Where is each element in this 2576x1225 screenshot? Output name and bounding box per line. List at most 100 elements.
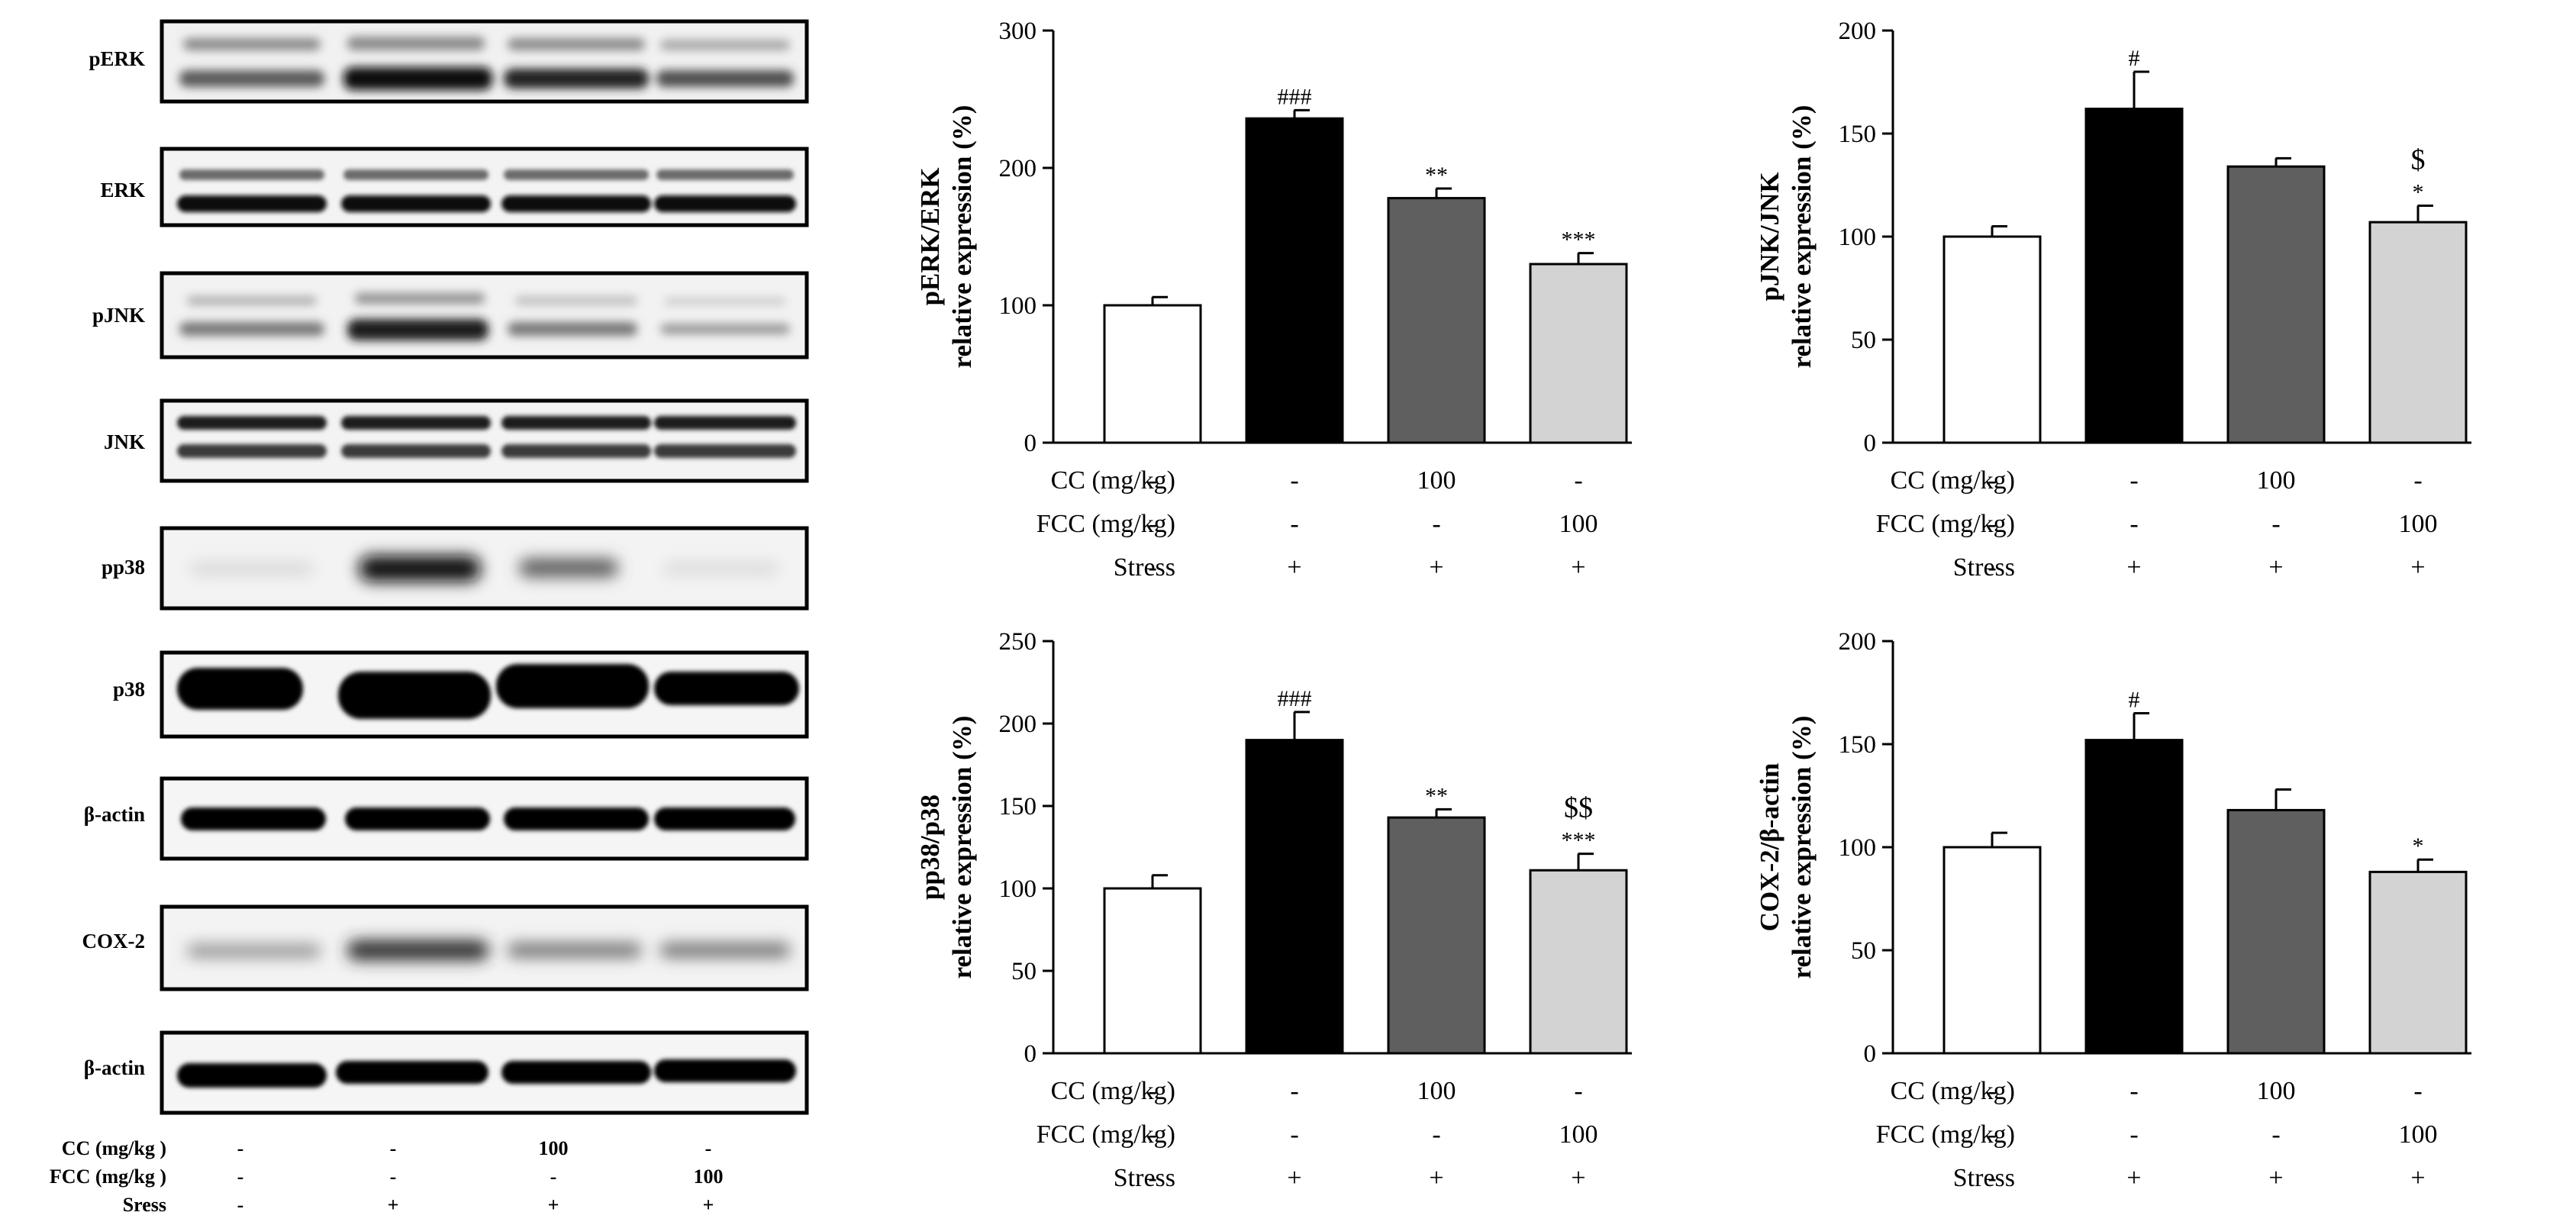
- blot-jnk: [160, 398, 809, 483]
- condition-value: +: [2410, 553, 2425, 582]
- condition-value: -: [2413, 466, 2422, 495]
- condition-value: -: [2271, 1120, 2280, 1149]
- y-tick-label: 200: [999, 155, 1037, 182]
- condition-value: -: [1148, 1120, 1156, 1149]
- significance-mark-cox2-1: #: [2129, 688, 2140, 713]
- y-tick-label: 150: [1839, 121, 1877, 148]
- y-axis-label: pERK/ERKrelative expression (%): [915, 105, 977, 369]
- condition-value: +: [1287, 553, 1301, 582]
- y-tick-label: 150: [999, 793, 1037, 820]
- blot-label-cox2: COX-2: [82, 930, 146, 953]
- blot-beta-actin-2: [160, 1030, 809, 1115]
- condition-value: -: [1432, 510, 1440, 538]
- condition-label-2: Stress: [1114, 1164, 1175, 1192]
- blot-label-erk: ERK: [100, 179, 145, 201]
- blot-cond-value: -: [237, 1137, 244, 1159]
- condition-value: -: [2129, 466, 2138, 495]
- chart-svg: 0 50 100 150 200 pJNK/JNKrelative expression …: [1755, 18, 2471, 582]
- condition-value: -: [1988, 1120, 1996, 1149]
- condition-label-0: CC (mg/kg): [1891, 1077, 2015, 1105]
- y-tick-label: 100: [999, 292, 1037, 320]
- blot-cond-value: -: [550, 1165, 557, 1188]
- condition-value: 100: [2399, 510, 2438, 538]
- condition-value: -: [1988, 553, 1996, 582]
- condition-value: -: [1290, 510, 1298, 538]
- condition-value: -: [1574, 466, 1582, 495]
- condition-value: 100: [2257, 466, 2296, 495]
- condition-value: +: [1571, 553, 1585, 582]
- chart-pp38-p38: 0 50 100 150 200 250 pp38/p38relative expressi…: [824, 611, 1649, 1225]
- condition-value: -: [2413, 1077, 2422, 1105]
- blot-cond-value: +: [703, 1194, 714, 1216]
- condition-value: +: [2268, 1164, 2283, 1192]
- y-tick-label: 0: [1864, 430, 1877, 457]
- condition-value: -: [1290, 1077, 1298, 1105]
- blot-label-jnk: JNK: [104, 430, 145, 453]
- blot-cond-value: 100: [694, 1165, 724, 1188]
- y-axis-label: pJNK/JNKrelative expression (%): [1755, 105, 1817, 369]
- y-tick-label: 100: [1839, 834, 1877, 862]
- y-tick-label: 50: [1851, 327, 1876, 354]
- condition-value: -: [1148, 1164, 1156, 1192]
- blot-pp38: [160, 526, 809, 611]
- bar-pjnk-1: [2084, 108, 2184, 444]
- significance-mark-pp38-1: ###: [1278, 686, 1312, 711]
- bar-perk-1: [1245, 117, 1344, 444]
- bar-pjnk-3: [2368, 221, 2468, 444]
- y-tick-label: 100: [1839, 224, 1877, 251]
- condition-label-1: FCC (mg/kg): [1876, 510, 2015, 538]
- y-tick-label: 50: [1851, 937, 1876, 965]
- y-tick-label: 100: [999, 875, 1037, 903]
- bar-pp38-0: [1103, 887, 1202, 1055]
- condition-value: 100: [2257, 1077, 2296, 1105]
- condition-value: -: [1432, 1120, 1440, 1149]
- blot-cond-value: +: [388, 1194, 399, 1216]
- significance-mark-secondary-pp38-3: $$: [1564, 792, 1593, 824]
- y-tick-label: 250: [999, 628, 1037, 656]
- significance-mark-perk-1: ###: [1278, 84, 1312, 109]
- blot-label-perk: pERK: [89, 47, 145, 70]
- blot-cond-value: -: [237, 1165, 244, 1188]
- bar-pjnk-0: [1942, 235, 2042, 444]
- bar-cox2-0: [1942, 846, 2042, 1055]
- condition-value: -: [1988, 466, 1996, 495]
- blot-p38: [160, 650, 809, 739]
- bar-cox2-2: [2226, 808, 2326, 1055]
- condition-value: -: [1290, 1120, 1298, 1149]
- chart-svg: 0 100 200 300 pERK/ERKrelative expression (%…: [915, 18, 1632, 582]
- blot-cond-value: +: [548, 1194, 559, 1216]
- condition-label-1: FCC (mg/kg): [1037, 1120, 1175, 1149]
- blot-label-beta-actin-1: β-actin: [84, 803, 145, 826]
- significance-mark-pjnk-3: *: [2413, 180, 2424, 205]
- blot-label-pp38: pp38: [102, 556, 145, 579]
- blot-cond-value: -: [390, 1165, 397, 1188]
- condition-value: -: [2129, 1077, 2138, 1105]
- western-blot-panel: pERK ERK pJNK JNK pp38 p38 β-actin COX-2…: [50, 19, 809, 1216]
- bar-cox2-3: [2368, 870, 2468, 1055]
- bar-pjnk-2: [2226, 165, 2326, 444]
- y-tick-label: 0: [1864, 1040, 1877, 1068]
- condition-label-0: CC (mg/kg): [1051, 1077, 1175, 1105]
- y-tick-label: 50: [1011, 958, 1037, 985]
- bar-perk-3: [1529, 263, 1628, 444]
- significance-mark-cox2-3: *: [2413, 833, 2424, 859]
- bar-cox2-1: [2084, 739, 2184, 1055]
- blot-perk: [160, 19, 809, 104]
- blot-cond-value: 100: [539, 1137, 569, 1159]
- bar-pp38-3: [1529, 869, 1628, 1055]
- blot-label-beta-actin-2: β-actin: [84, 1056, 145, 1079]
- y-tick-label: 150: [1839, 731, 1877, 759]
- condition-value: 100: [1417, 466, 1456, 495]
- condition-value: 100: [1559, 510, 1598, 538]
- y-tick-label: 200: [1839, 18, 1877, 45]
- condition-value: +: [1287, 1164, 1301, 1192]
- chart-svg: 0 50 100 150 200 250 pp38/p38relative expressi…: [915, 628, 1632, 1192]
- condition-value: -: [1988, 1077, 1996, 1105]
- condition-label-0: CC (mg/kg): [1051, 466, 1175, 495]
- condition-value: +: [1429, 1164, 1443, 1192]
- bar-perk-2: [1387, 197, 1486, 444]
- y-tick-label: 200: [999, 711, 1037, 738]
- y-axis-label: pp38/p38relative expression (%): [915, 716, 977, 979]
- significance-mark-pp38-3: ***: [1562, 828, 1596, 853]
- condition-label-1: FCC (mg/kg): [1876, 1120, 2015, 1149]
